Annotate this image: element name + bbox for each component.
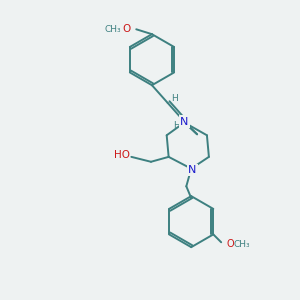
- Text: O: O: [226, 239, 234, 249]
- Text: N: N: [180, 116, 188, 127]
- Text: HO: HO: [113, 150, 130, 160]
- Text: H: H: [173, 121, 180, 130]
- Text: O: O: [122, 24, 130, 34]
- Text: H: H: [171, 94, 178, 103]
- Text: N: N: [188, 165, 196, 175]
- Text: CH₃: CH₃: [104, 25, 121, 34]
- Text: CH₃: CH₃: [233, 240, 250, 249]
